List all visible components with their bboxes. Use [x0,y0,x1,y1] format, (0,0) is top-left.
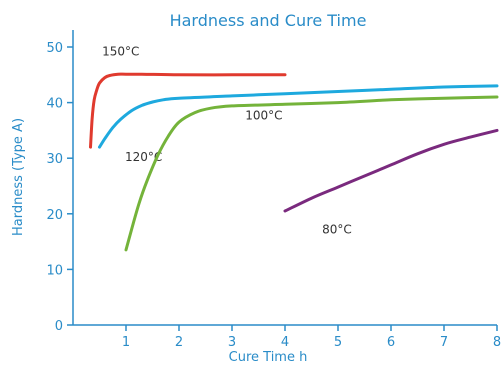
y-axis-title: Hardness (Type A) [11,118,26,236]
series-label: 120°C [125,150,162,164]
x-tick-label: 5 [334,335,342,350]
y-tick-label: 20 [46,208,63,223]
x-tick-label: 1 [122,335,130,350]
x-ticks: 1 2 3 4 5 6 7 8 [122,325,501,350]
x-tick-label: 6 [387,335,395,350]
chart-title: Hardness and Cure Time [170,11,367,30]
x-tick-label: 4 [281,335,289,350]
series-line [283,128,499,213]
series-label: 150°C [102,44,139,58]
x-tick-label: 3 [228,335,236,350]
series-label: 80°C [322,222,352,236]
x-tick-label: 2 [175,335,183,350]
y-tick-label: 30 [46,152,63,167]
series-line [89,72,287,149]
y-tick-label: 10 [46,263,63,278]
y-tick-label: 50 [46,41,63,56]
series-label: 100°C [245,108,282,122]
series-group: 150°C 120°C 100°C 80°C [89,44,499,252]
x-axis-title: Cure Time h [229,350,308,365]
y-tick-label: 40 [46,97,63,112]
series-line [124,95,499,252]
y-ticks: 0 10 20 30 40 50 [46,41,73,334]
y-tick-label: 0 [55,319,63,334]
x-tick-label: 7 [440,335,448,350]
x-tick-label: 8 [493,335,501,350]
series-line [98,84,499,149]
